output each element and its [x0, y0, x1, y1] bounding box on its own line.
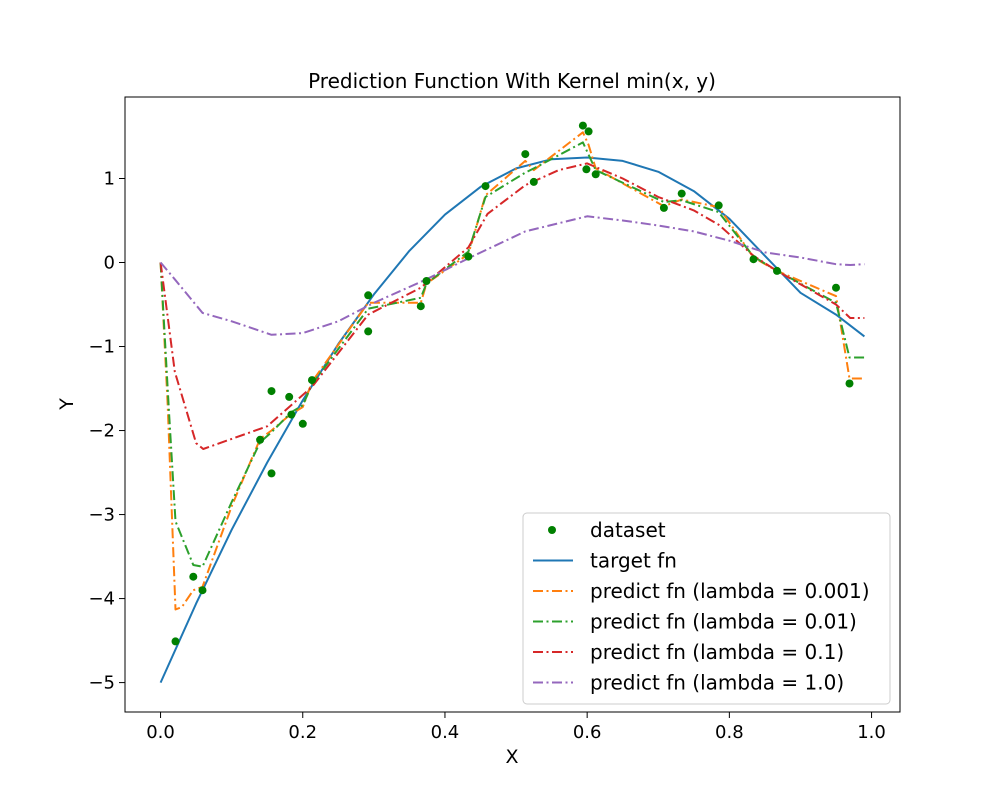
series-line-predict-fn-lambda-0-1: [159, 162, 865, 450]
data-point: [267, 387, 276, 396]
x-tick-label: 0.6: [573, 722, 602, 743]
data-point: [364, 327, 373, 336]
data-point: [578, 121, 587, 130]
legend-label-target-fn: target fn: [590, 549, 677, 573]
data-point: [832, 283, 840, 292]
data-point: [529, 177, 538, 186]
data-point: [189, 572, 198, 581]
data-point: [677, 189, 686, 198]
plot-frame: [124, 96, 901, 713]
data-point: [521, 150, 530, 159]
y-tick-label: −4: [88, 589, 115, 610]
data-point: [659, 203, 668, 212]
data-point: [287, 410, 296, 419]
plot-area: [159, 121, 866, 684]
data-point: [584, 127, 593, 136]
legend-box: [522, 512, 891, 705]
data-point: [749, 255, 758, 264]
data-point: [773, 266, 781, 275]
data-point: [198, 586, 207, 595]
data-point: [364, 291, 373, 300]
y-tick-label: 0: [104, 253, 115, 274]
data-point: [171, 637, 180, 646]
x-tick-label: 0.0: [146, 722, 175, 743]
data-point: [267, 469, 276, 478]
legend-label-predict-fn-lambda-1-0: predict fn (lambda = 1.0): [590, 671, 844, 695]
legend-swatch-dataset: [548, 526, 556, 534]
data-point: [845, 379, 854, 388]
data-point: [481, 182, 490, 191]
data-point: [422, 277, 431, 285]
x-tick-label: 0.8: [715, 722, 744, 743]
data-point: [285, 392, 294, 401]
series-line-predict-fn-lambda-1-0: [159, 215, 865, 336]
x-tick-label: 0.2: [288, 722, 317, 743]
y-tick-label: −2: [88, 421, 115, 442]
y-tick-label: −5: [88, 673, 115, 694]
legend-label-predict-fn-lambda-0-001: predict fn (lambda = 0.001): [590, 579, 870, 603]
series-line-predict-fn-lambda-0-01: [159, 141, 865, 568]
legend-label-dataset: dataset: [590, 518, 666, 542]
data-point: [714, 201, 723, 210]
axis-ticks: 0.0 0.2 0.4 0.6 0.8 1.0 −5 −4 −3 −2 −1 0 1: [88, 168, 885, 743]
x-axis-label: X: [505, 746, 518, 768]
x-tick-label: 1.0: [857, 722, 886, 743]
data-point: [591, 170, 600, 179]
y-tick-label: 1: [104, 168, 115, 189]
x-tick-label: 0.4: [431, 722, 460, 743]
data-point: [256, 435, 265, 444]
data-point: [298, 419, 307, 428]
y-tick-label: −3: [88, 505, 115, 526]
data-point: [582, 165, 591, 174]
legend-label-predict-fn-lambda-0-1: predict fn (lambda = 0.1): [590, 640, 844, 664]
data-point: [464, 252, 473, 261]
data-point: [416, 302, 425, 311]
legend: dataset target fn predict fn (lambda = 0.0…: [522, 512, 891, 705]
y-tick-label: −1: [88, 337, 115, 358]
data-point: [308, 376, 316, 385]
chart-title: Prediction Function With Kernel min(x, y…: [308, 69, 716, 93]
y-axis-label: Y: [56, 398, 78, 411]
legend-label-predict-fn-lambda-0-01: predict fn (lambda = 0.01): [590, 610, 857, 634]
